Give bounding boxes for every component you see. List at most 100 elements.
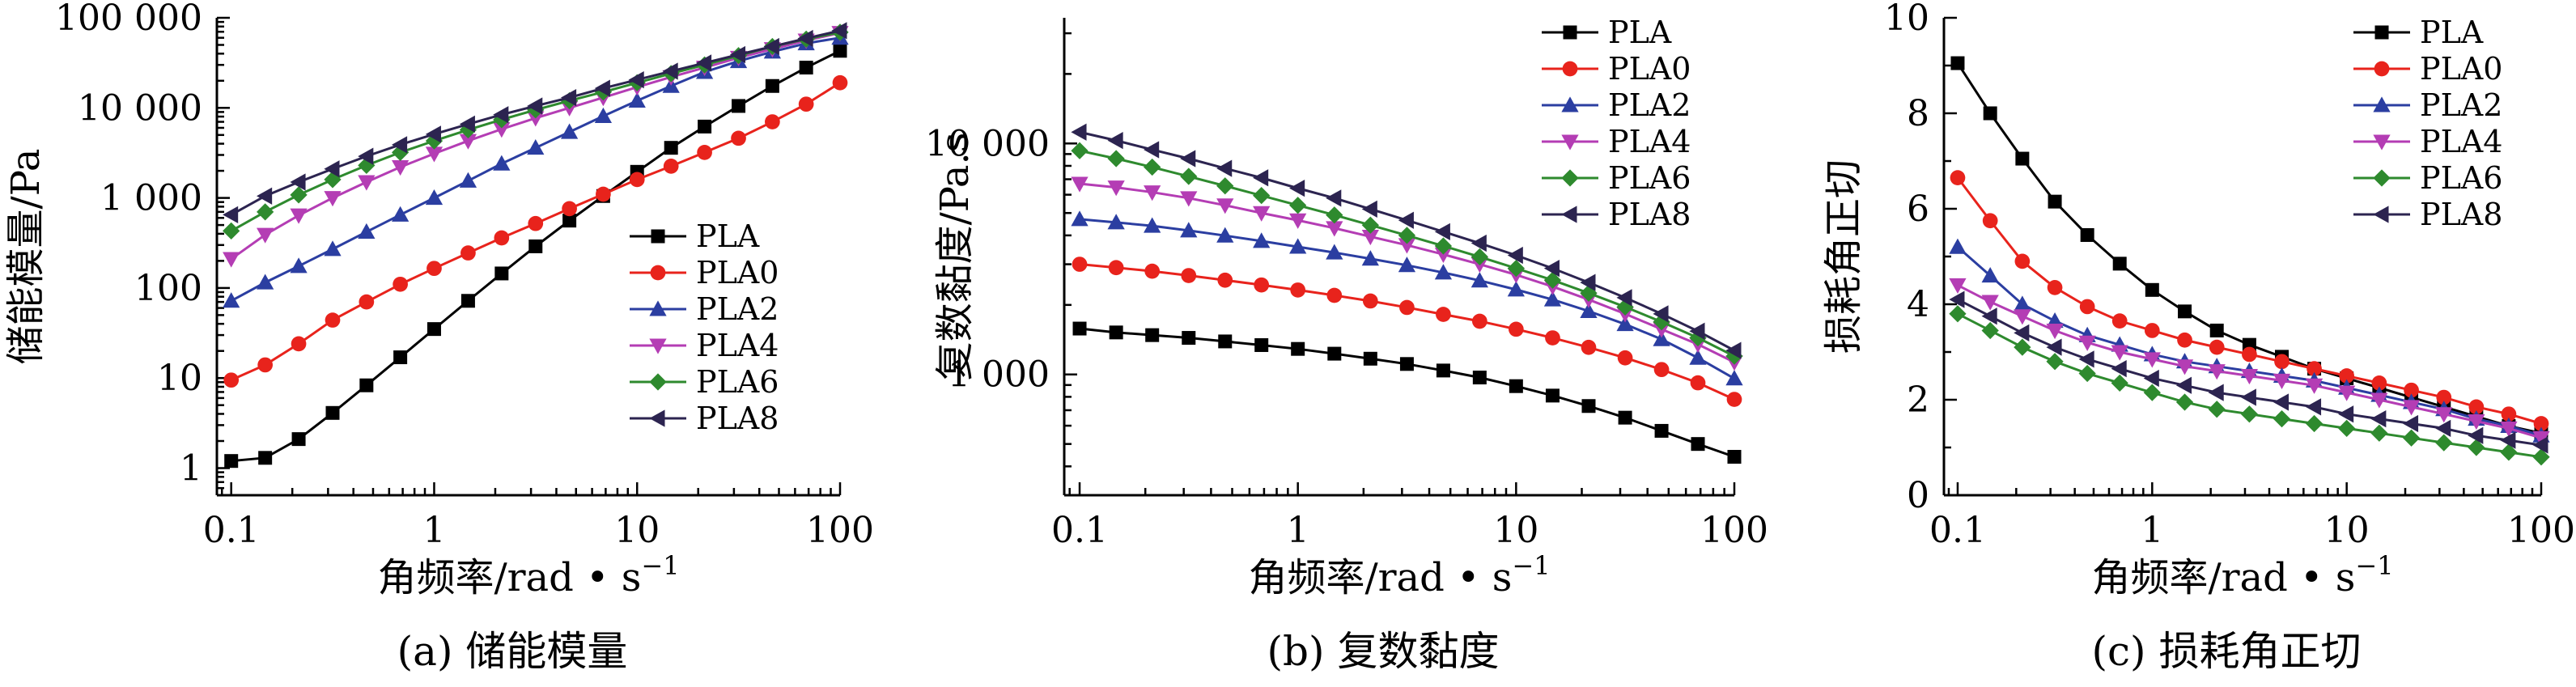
data-point [2112,257,2127,271]
y-tick-label: 1 [180,447,202,489]
data-point [2338,419,2356,438]
legend-label: PLA6 [2420,160,2502,196]
data-point [1217,272,1233,288]
data-point [2240,388,2256,406]
data-point [1543,259,1560,278]
legend-swatch-marker [649,338,667,354]
legend-swatch-marker [2374,61,2390,77]
chart-panel-2: 0.1 1 10 100 1 000 10 000 角频率/rad • s−1 复数黏度/Pa… [925,15,1768,675]
data-point [1253,187,1271,205]
data-point [1363,351,1377,366]
data-point [1949,305,1967,323]
legend-item: PLA6 [630,364,779,400]
data-point [2500,431,2516,449]
data-point [425,189,443,206]
legend-item: PLA4 [630,328,779,363]
data-point [2177,332,2192,348]
data-point [1470,234,1487,252]
data-point [1289,213,1307,229]
data-point [1071,210,1089,227]
data-point [1253,206,1271,222]
data-point [1981,321,1999,340]
legend-swatch-marker [2373,96,2391,112]
data-point [325,312,341,328]
data-point [2500,443,2518,461]
x-tick-label: 1 [422,510,445,551]
data-point [493,155,511,171]
data-point [2533,416,2549,431]
legend-label: PLA6 [696,364,779,400]
data-point [1653,330,1670,346]
legend-swatch-marker [1561,206,1577,223]
data-point [1144,263,1161,279]
y-axis-label: 损耗角正切 [1821,159,1866,354]
x-tick-label: 10 [2324,510,2370,551]
data-point [1361,229,1379,246]
data-point [527,111,545,127]
data-point [2500,421,2518,438]
data-point [460,245,476,261]
data-point [698,119,712,134]
legend-label: PLA2 [2420,87,2502,123]
x-tick-label: 10 [1493,510,1538,551]
data-point [1653,362,1670,378]
data-point [798,96,814,112]
data-point [1653,305,1669,323]
data-point [1326,189,1342,207]
legend-item: PLA0 [630,255,779,290]
y-tick-label: 100 [134,268,202,309]
legend-swatch-marker [651,229,665,244]
data-point [1617,350,1633,366]
data-point [1289,180,1305,197]
x-axis-label: 角频率/rad • s−1 [377,550,679,600]
data-point [1327,346,1342,361]
data-point [1361,200,1377,218]
data-point [596,186,611,202]
data-point [2532,436,2548,454]
legend-item: PLA [630,218,760,254]
data-point [1362,293,1378,309]
y-tick-label: 1 000 [948,354,1050,396]
data-point [223,372,240,388]
data-point [290,173,306,191]
data-point [2305,398,2322,416]
data-point [290,186,308,204]
data-point [2402,414,2419,433]
data-point [2078,350,2094,368]
legend-item: PLA2 [1542,87,1691,123]
data-point [528,239,543,253]
legend-label: PLA4 [1608,124,1691,159]
legend-label: PLA [1608,15,1672,50]
legend-swatch-marker [2373,134,2391,151]
series-pla8 [223,22,847,224]
data-point [2143,384,2161,401]
data-point [2468,399,2485,415]
data-point [494,230,510,246]
panel-caption: (a) 储能模量 [397,628,628,675]
data-point [1507,246,1523,265]
legend-label: PLA2 [1608,87,1691,123]
data-point [799,61,813,75]
data-point [1180,150,1196,168]
data-point [427,261,442,277]
y-tick-label: 2 [1907,380,1929,421]
data-point [324,191,342,207]
y-axis-label: 储能模量/Pa [3,149,49,365]
y-tick-label: 10 [1884,0,1929,39]
data-point [1071,142,1089,159]
data-point [1182,331,1196,346]
data-point [223,252,240,268]
x-tick-label: 1 [1287,510,1309,551]
data-point [1949,278,1967,295]
data-point [2178,304,2192,319]
data-point [494,266,509,281]
legend-item: PLA0 [2353,51,2502,87]
data-point [1072,321,1087,336]
data-point [2175,376,2192,394]
data-point [1581,339,1597,355]
data-point [763,37,779,56]
data-point [1470,248,1488,266]
data-point [2435,434,2453,452]
legend-swatch-marker [1561,134,1579,151]
